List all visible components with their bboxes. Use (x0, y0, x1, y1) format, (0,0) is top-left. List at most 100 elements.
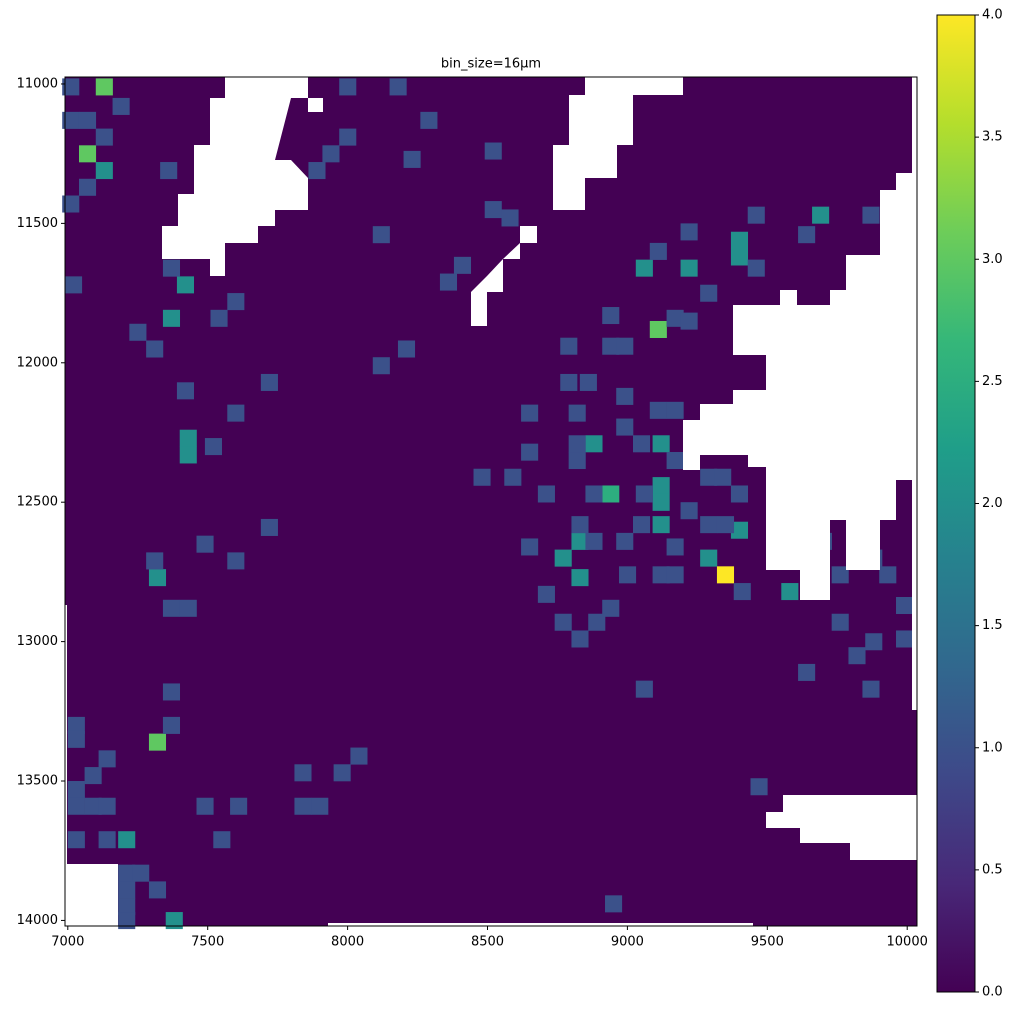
cell (179, 446, 197, 464)
cell (98, 750, 116, 768)
cell (616, 532, 634, 550)
cell (350, 747, 368, 765)
x-tick-label: 7500 (191, 935, 224, 950)
colorbar-tick-label: 1.5 (982, 618, 1003, 633)
cell (98, 797, 116, 815)
cell (619, 566, 637, 584)
cell (649, 242, 667, 260)
cell (95, 78, 113, 96)
cell (148, 881, 167, 899)
colorbar-tick-label: 1.0 (982, 740, 1003, 755)
cell (521, 443, 539, 461)
cell (747, 259, 765, 277)
cell (65, 276, 83, 294)
cell (227, 293, 245, 311)
cell (730, 521, 749, 539)
cell (831, 613, 849, 631)
cell (260, 518, 278, 536)
cell (210, 309, 228, 327)
cell (118, 881, 136, 899)
cell (67, 716, 85, 734)
cell (848, 647, 866, 665)
cell (616, 337, 634, 355)
cell (537, 585, 555, 603)
cell (98, 831, 116, 849)
cell (112, 97, 130, 115)
x-tick-label: 10000 (887, 935, 928, 950)
cell (521, 538, 539, 556)
cell (84, 797, 102, 815)
cell (605, 895, 623, 913)
cell (579, 373, 597, 391)
cell (652, 477, 670, 495)
cell (67, 730, 85, 748)
cell (308, 162, 326, 180)
cell (148, 733, 167, 751)
cell (227, 552, 245, 570)
x-tick-label: 9000 (611, 935, 644, 950)
cell (649, 320, 667, 338)
colorbar-tick-label: 3.5 (982, 130, 1003, 145)
cell (129, 323, 147, 341)
cell (585, 435, 603, 453)
cell (146, 340, 164, 358)
empty-region (471, 77, 683, 326)
cell (118, 831, 136, 849)
colorbar-tick-label: 0.5 (982, 862, 1003, 877)
cell (560, 373, 578, 391)
colorbar-tick-label: 4.0 (982, 8, 1003, 23)
empty-region (683, 77, 917, 710)
cell (652, 566, 670, 584)
cell (403, 150, 421, 168)
cell (781, 583, 799, 601)
cell (700, 468, 718, 486)
cell (585, 485, 603, 503)
cell (571, 630, 589, 648)
cell (213, 831, 231, 849)
cell (812, 206, 830, 224)
cell (160, 162, 178, 180)
colorbar (936, 14, 976, 993)
cell (602, 337, 620, 355)
colorbar-tick-label: 2.0 (982, 496, 1003, 511)
empty-region (65, 605, 67, 926)
cell (652, 435, 670, 453)
plot-frame (64, 76, 918, 927)
empty-region (766, 795, 917, 860)
cell (602, 599, 620, 617)
cell (397, 340, 416, 358)
cell (680, 312, 698, 330)
empty-regions (65, 77, 917, 926)
cell (118, 898, 136, 916)
cell (666, 452, 684, 470)
cell (179, 599, 197, 617)
cell (95, 128, 113, 146)
cell (162, 716, 181, 734)
cell (571, 569, 589, 587)
cell (148, 569, 167, 587)
cell (666, 309, 684, 327)
cell (165, 912, 183, 930)
cell (176, 382, 195, 400)
cell (730, 485, 749, 503)
cell (879, 566, 897, 584)
cell (62, 78, 80, 96)
cell (649, 401, 667, 419)
cell (798, 226, 816, 244)
cell (473, 468, 491, 486)
cell (204, 438, 222, 456)
x-tick-label: 8500 (471, 935, 504, 950)
empty-region (328, 923, 753, 926)
cell (339, 128, 357, 146)
cell (750, 778, 768, 796)
cell (132, 864, 150, 882)
cell (700, 516, 718, 534)
cell (162, 309, 181, 327)
x-tick-label: 8000 (331, 935, 364, 950)
cell (227, 404, 245, 422)
cell (196, 535, 214, 553)
cell (537, 485, 555, 503)
y-tick-label: 12500 (17, 495, 58, 510)
cell (616, 418, 634, 436)
